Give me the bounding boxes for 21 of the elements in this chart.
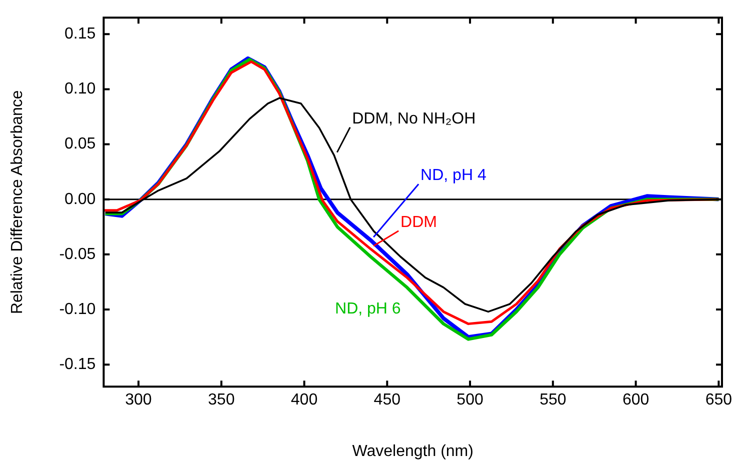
x-tick-label: 650 [705,392,732,409]
y-tick-label: -0.10 [59,300,96,318]
y-axis-title: Relative Difference Absorbance [9,90,26,314]
x-tick-label: 500 [456,392,484,409]
y-tick-label: -0.05 [59,246,96,263]
x-tick-label: 550 [540,392,566,409]
text: DDM [400,214,437,231]
y-tick-label: -0.15 [59,356,96,373]
x-axis-title: Wavelength (nm) [352,442,474,460]
y-tick-label: 0.05 [64,136,96,153]
x-tick-label: 300 [125,392,152,409]
y-tick-label: 0.00 [64,190,96,208]
x-tick-label: 450 [374,392,401,409]
x-tick-label: 600 [622,392,650,409]
y-tick-label: 0.15 [64,26,96,43]
y-tick-label: 0.10 [64,80,96,98]
text: ND, pH 4 [420,167,486,184]
x-tick-label: 400 [290,392,318,409]
series-label: DDM, No NH₂OH [352,110,476,128]
series-label: ND, pH 6 [335,300,401,318]
x-tick-label: 350 [208,392,235,409]
